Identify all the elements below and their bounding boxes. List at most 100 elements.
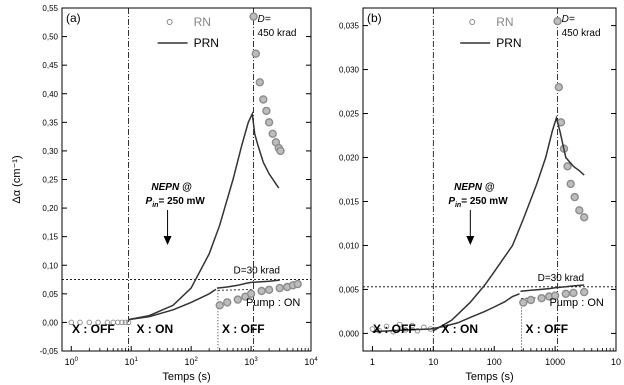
series-prn-line	[372, 293, 520, 333]
series-rn-point	[77, 319, 83, 326]
x-tick-exponent: 2	[194, 357, 198, 363]
x-tick-base: 1	[370, 357, 375, 367]
legend-prn-label: PRN	[194, 36, 219, 50]
pin-symbol: P	[146, 196, 153, 207]
y-tick-label: 0,015	[339, 197, 360, 206]
series-rn-point	[115, 319, 121, 326]
pin-value: = 250 mW	[461, 196, 508, 207]
x-tick-label: 102	[184, 357, 198, 367]
series-rn-point	[566, 179, 575, 189]
x-tick-label: 101	[125, 357, 139, 367]
series-rn-point	[575, 206, 584, 215]
legend-rn-marker	[166, 19, 173, 25]
series-rn-point	[122, 319, 129, 326]
phase-x-off-2: X : OFF	[222, 322, 265, 336]
y-tick-label: 0,15	[42, 233, 58, 242]
y-tick-label: 0,45	[42, 61, 58, 70]
x-tick-base: 100	[487, 357, 502, 367]
nepn-label: NEPN @	[151, 182, 192, 193]
pin-label: Pin= 250 mW	[448, 196, 508, 209]
pump-on-label: Pump : ON	[549, 297, 603, 309]
series-rn-point	[553, 17, 562, 26]
series-rn-point	[550, 291, 560, 300]
x-tick-exponent: 4	[314, 357, 318, 363]
nepn-arrow-head	[466, 236, 475, 245]
dose-high-label: D=	[258, 14, 271, 25]
y-tick-label: 0,40	[42, 90, 58, 99]
panel-b: 0,000 0,005 0,010 0,015 0,020 0,025 0,030 0,035…	[339, 7, 621, 383]
x-axis-label: Temps (s)	[162, 371, 210, 383]
legend-rn-label: RN	[194, 15, 211, 29]
series-rn-point	[570, 192, 579, 202]
y-tick-label: 0,000	[339, 329, 360, 338]
series-prn-line	[128, 111, 280, 321]
dose-low-label: D=30 krad	[234, 266, 280, 277]
nepn-arrow-head	[163, 236, 172, 245]
series-rn-point	[259, 95, 268, 104]
dose-high-value: 450 krad	[562, 28, 601, 39]
dose-low-label: D=30 krad	[538, 273, 584, 284]
series-prn-line	[128, 288, 217, 321]
phase-x-off-2: X : OFF	[525, 322, 568, 336]
x-tick-label: 100	[487, 357, 502, 367]
phase-x-on: X : ON	[441, 322, 478, 336]
nepn-label: NEPN @	[454, 182, 495, 193]
x-tick-base: 10	[184, 357, 194, 367]
x-tick-label: 1000	[545, 357, 565, 367]
series-rn-point	[580, 213, 589, 222]
series-rn-point	[409, 322, 415, 329]
phase-x-off-1: X : OFF	[72, 322, 115, 336]
series-prn-line	[216, 279, 280, 289]
y-tick-label: 0,35	[42, 118, 58, 127]
series-prn-line	[520, 284, 585, 292]
series-rn-point	[262, 106, 271, 116]
series-rn-point	[264, 118, 274, 127]
y-tick-label: 0,020	[339, 154, 360, 163]
x-tick-base: 10	[304, 357, 314, 367]
series-rn-point	[569, 288, 578, 298]
x-tick-exponent: 3	[254, 357, 258, 363]
series-rn-point	[537, 294, 546, 303]
y-tick-label: 0,025	[339, 110, 360, 119]
y-tick-label: 0,50	[42, 33, 58, 42]
series-rn-point	[125, 319, 132, 326]
pump-on-label: Pump : ON	[246, 297, 300, 309]
y-tick-label: 0,030	[339, 66, 360, 75]
y-tick-label: 0,010	[339, 241, 360, 250]
series-rn-point	[563, 162, 572, 171]
x-tick-base: 10	[611, 357, 621, 367]
series-rn-point	[396, 321, 403, 328]
y-tick-label: 0,30	[42, 147, 58, 156]
series-rn-point	[519, 298, 528, 307]
series-rn-point	[68, 319, 75, 326]
x-tick-label: 10	[611, 357, 621, 367]
pin-label: Pin= 250 mW	[146, 196, 206, 209]
series-rn-point	[215, 301, 224, 310]
y-tick-label: 0,00	[42, 318, 58, 327]
y-tick-label: 0,10	[42, 261, 58, 270]
series-rn-point	[390, 328, 397, 335]
series-rn-point	[251, 49, 261, 58]
x-tick-base: 10	[244, 357, 254, 367]
x-tick-label: 1	[370, 357, 375, 367]
dose-guide	[217, 289, 254, 291]
y-tick-label: 0,05	[42, 290, 58, 299]
dose-high-label: D=	[562, 14, 575, 25]
series-rn-point	[293, 279, 302, 289]
series-rn-point	[276, 146, 285, 156]
series-rn-point	[222, 298, 232, 307]
legend-rn-marker	[469, 19, 476, 25]
series-rn-point	[95, 319, 101, 326]
series-rn-point	[257, 286, 266, 296]
series-rn-point	[580, 287, 589, 297]
panel-label: (a)	[66, 11, 81, 25]
pin-value: = 250 mW	[158, 196, 205, 207]
x-tick-base: 1000	[545, 357, 565, 367]
y-tick-label: 0,55	[42, 4, 58, 13]
pin-symbol: P	[448, 196, 455, 207]
x-tick-label: 100	[65, 357, 79, 367]
pin-subscript: in	[152, 202, 158, 209]
x-tick-exponent: 0	[75, 357, 79, 363]
